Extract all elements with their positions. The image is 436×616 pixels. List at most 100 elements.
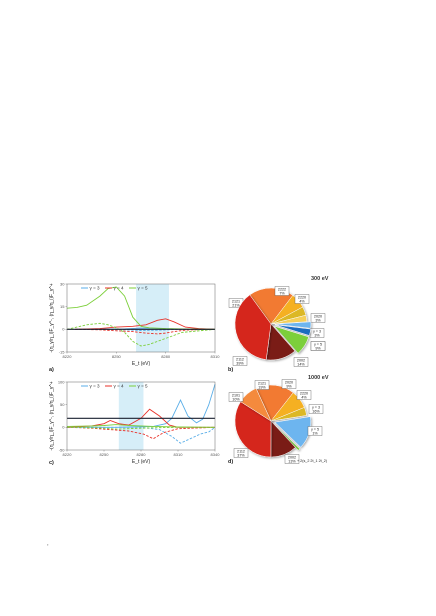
d-slice-percent-1: 9%	[286, 385, 292, 389]
b-slice-label-box-8	[232, 356, 248, 366]
d-slice-label-3: γ = 3	[312, 406, 320, 410]
b-slice-percent-2: 4%	[299, 300, 305, 304]
b-slice-8	[234, 294, 272, 360]
b-slice-label-2: 2220	[298, 296, 306, 300]
d-slice-label-0: 2121	[258, 382, 266, 386]
d-slice-label-box-0	[254, 380, 270, 390]
a-series-3-dashed	[75, 328, 216, 335]
d-slice-label-box-5	[284, 454, 300, 464]
d-slice-label-6: 2112	[237, 450, 245, 454]
d-slice-percent-6: 37%	[237, 454, 245, 458]
a-series-2-solid	[75, 318, 216, 330]
a-xtick-label-2: 8280	[161, 354, 171, 359]
b-slice-label-box-7	[293, 357, 309, 367]
b-slice-label-box-3	[310, 313, 326, 323]
c-series-5-dashed	[66, 426, 215, 430]
a-x-axis-label: E_t (eV)	[132, 361, 151, 367]
b-slice-percent-8: 39%	[236, 362, 244, 366]
c-y-axis-label: -(η_γ/η_i)F_γ^-, (η_γ/η_i)F_γ^+	[49, 381, 55, 450]
a-ytick-label-1: 0	[62, 327, 65, 332]
line-chart-a: 8220 8250 8280 8310 -15 0 15 30 E_t (eV) -(η_γ/η_…	[49, 281, 220, 367]
c-xtick-label-0: 8220	[63, 452, 73, 457]
d-slice-label-4: γ = 5	[311, 428, 319, 432]
d-slice-label-box-4	[307, 426, 323, 436]
c-ytick-label-2: 50	[60, 402, 65, 407]
b-slice-3	[270, 314, 308, 325]
a-highlight-band	[136, 284, 169, 352]
b-slice-label-6: γ = 5	[314, 343, 322, 347]
a-legend-label-1: γ = 4	[114, 286, 125, 291]
page-mark: ,	[47, 541, 49, 547]
d-slice-percent-7: 10%	[232, 398, 240, 402]
c-legend-label-0: γ = 3	[90, 384, 101, 389]
b-slice-label-4: γ = 3	[313, 330, 321, 334]
b-slice-percent-6: 9%	[315, 347, 321, 351]
c-x-axis-label: E_t (eV)	[132, 459, 151, 465]
a-y-axis-label: -(η_γ/η_i)F_γ^-, (η_γ/η_i)F_γ^+	[49, 283, 55, 352]
c-legend-label-1: γ = 4	[114, 384, 125, 389]
panel-label-a: a)	[49, 367, 54, 373]
c-series-0-solid	[67, 384, 216, 428]
a-plot-frame	[66, 283, 216, 353]
panel-label-d: d)	[228, 459, 233, 465]
c-xtick-label-4: 8340	[211, 452, 221, 457]
b-slice-5	[274, 324, 311, 336]
a-series-5-dashed	[66, 322, 216, 347]
d-slice-percent-0: 19%	[258, 386, 266, 390]
d-slice-label-2: 2220	[300, 392, 308, 396]
d-slice-label-box-6	[233, 448, 249, 458]
d-slice-label-box-1	[281, 379, 297, 389]
b-slice-label-0: 2121	[232, 300, 240, 304]
b-slice-4	[274, 321, 312, 329]
a-xtick-label-0: 8220	[63, 354, 73, 359]
d-slice-label-box-3	[308, 404, 324, 414]
d-slice-label-5: 2002	[288, 456, 296, 460]
b-slice-percent-7: 14%	[297, 363, 305, 367]
c-xtick-label-3: 8310	[174, 452, 184, 457]
c-series-4-solid	[66, 424, 216, 428]
b-slice-label-box-6	[310, 341, 326, 351]
d-slice-percent-2: 4%	[301, 396, 307, 400]
b-slice-label-8: 2112	[236, 358, 244, 362]
a-series-4-solid	[66, 286, 216, 330]
a-ytick-label-2: 15	[60, 304, 65, 309]
d-slice-label-box-7	[228, 392, 244, 402]
d-slice-7	[240, 387, 272, 422]
c-ytick-label-1: 0	[62, 425, 65, 430]
c-ytick-label-3: 100	[58, 379, 65, 384]
c-xtick-label-2: 8280	[137, 452, 147, 457]
d-slice-4	[273, 423, 301, 451]
line-chart-c: 8220 8250 8280 8310 8340 -50 0 50 100 E_t (eV) -(η…	[49, 379, 220, 465]
d-slice-label-7: 2101	[232, 394, 240, 398]
d-slice-label-1: 2020	[285, 381, 293, 385]
b-slice-0	[249, 287, 294, 325]
pie-note-d: + 2(s_2 2t_1 2t_2)	[297, 459, 327, 463]
b-slice-percent-4: 3%	[314, 334, 320, 338]
d-slice-percent-3: 16%	[312, 410, 320, 414]
b-slice-label-7: 2002	[297, 359, 305, 363]
d-slice-percent-4: 1%	[312, 432, 318, 436]
c-ytick-label-0: -50	[59, 447, 66, 452]
b-slice-label-box-2	[294, 294, 310, 304]
d-slice-label-box-2	[296, 390, 312, 400]
d-slice-percent-5: 13%	[288, 460, 296, 464]
a-xtick-label-3: 8310	[211, 354, 221, 359]
b-slice-label-box-1	[274, 286, 290, 296]
b-slice-label-1: 2222	[278, 288, 286, 292]
c-series-3-dashed	[66, 426, 216, 440]
pie-title-d: 1000 eV	[308, 375, 329, 381]
a-legend-label-2: γ = 5	[138, 286, 149, 291]
b-slice-percent-0: 21%	[232, 304, 240, 308]
c-legend-label-2: γ = 5	[138, 384, 149, 389]
a-ytick-label-0: -15	[59, 349, 66, 354]
b-slice-percent-1: 7%	[279, 292, 285, 296]
b-slice-percent-3: 3%	[315, 319, 321, 323]
c-highlight-band	[118, 382, 144, 450]
b-slice-6	[273, 325, 310, 354]
a-legend-label-0: γ = 3	[90, 286, 101, 291]
a-ytick-label-3: 30	[60, 281, 65, 286]
b-slice-label-3: 2020	[314, 315, 322, 319]
